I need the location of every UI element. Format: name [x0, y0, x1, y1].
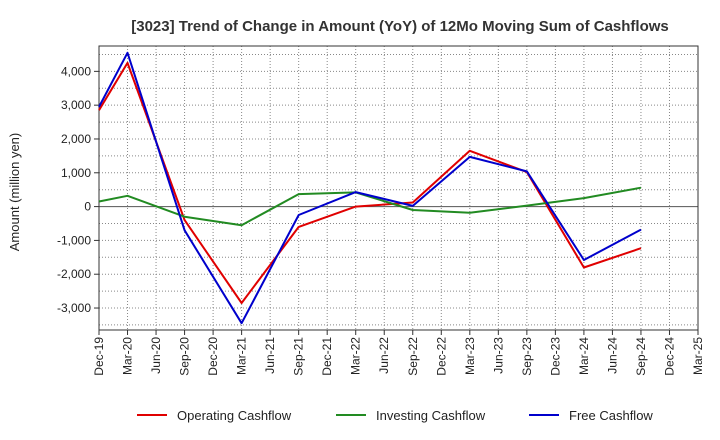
x-tick-label: Sep-24 [634, 337, 648, 376]
y-tick-label: 2,000 [61, 132, 91, 146]
free-cashflow-line [98, 51, 642, 325]
free-cashflow-legend-label: Free Cashflow [569, 408, 653, 423]
x-tick-label: Jun-22 [377, 337, 391, 374]
x-tick-label: Mar-20 [121, 337, 135, 375]
y-tick-label: 4,000 [61, 64, 91, 78]
investing-cashflow-legend-label: Investing Cashflow [376, 408, 486, 423]
plot-border [98, 45, 699, 331]
x-tick-label: Mar-25 [691, 337, 705, 375]
operating-cashflow-legend-label: Operating Cashflow [177, 408, 292, 423]
x-tick-label: Sep-22 [406, 337, 420, 376]
x-tick-label: Dec-22 [434, 337, 448, 376]
x-tick-label: Sep-21 [292, 337, 306, 376]
x-tick-label: Mar-21 [235, 337, 249, 375]
x-tick-label: Sep-23 [520, 337, 534, 376]
x-tick-label: Mar-22 [349, 337, 363, 375]
x-tick-label: Jun-20 [149, 337, 163, 374]
plot-area: 4,000 3,000 2,000 1,000 0 -1,000 -2,000 -3,000 D… [57, 45, 705, 376]
y-tick-label: -2,000 [57, 267, 91, 281]
y-tick-label: -1,000 [57, 233, 91, 247]
x-tick-label: Dec-21 [320, 337, 334, 376]
plot-background [99, 46, 698, 330]
x-tick-label: Jun-21 [263, 337, 277, 374]
x-tick-label: Dec-20 [206, 337, 220, 376]
chart-title: [3023] Trend of Change in Amount (YoY) o… [131, 18, 669, 35]
x-tick-label: Dec-24 [662, 337, 676, 376]
y-tick-label: 0 [84, 200, 91, 214]
y-tick-label: 3,000 [61, 98, 91, 112]
x-tick-label: Mar-23 [463, 337, 477, 375]
legend: Operating Cashflow Investing Cashflow Free… [137, 408, 653, 423]
y-tick-label: 1,000 [61, 166, 91, 180]
y-axis-label: Amount (million yen) [7, 133, 22, 252]
y-tick-label: -3,000 [57, 301, 91, 315]
x-tick-label: Dec-23 [548, 337, 562, 376]
x-tick-label: Mar-24 [577, 337, 591, 375]
x-tick-label: Jun-24 [605, 337, 619, 374]
x-tick-label: Sep-20 [178, 337, 192, 376]
x-tick-label: Jun-23 [491, 337, 505, 374]
x-tick-label: Dec-19 [92, 337, 106, 376]
